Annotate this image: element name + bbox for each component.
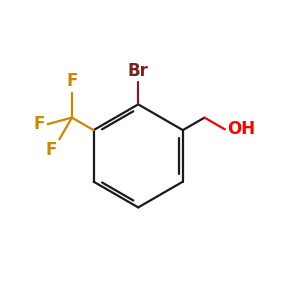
- Text: Br: Br: [128, 62, 149, 80]
- Text: F: F: [33, 115, 45, 133]
- Text: OH: OH: [227, 120, 255, 138]
- Text: F: F: [46, 141, 57, 159]
- Text: F: F: [66, 72, 78, 90]
